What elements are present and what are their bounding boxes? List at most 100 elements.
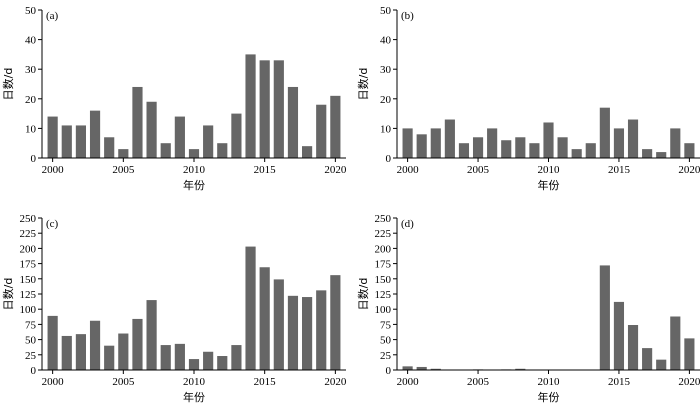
x-tick-label: 2010 [183, 164, 206, 176]
bar-2018 [656, 152, 667, 158]
x-tick-label: 2005 [467, 164, 490, 176]
bar-2005 [118, 333, 129, 370]
bar-2009 [529, 143, 540, 158]
bar-2017 [642, 348, 653, 370]
y-tick-label: 20 [380, 94, 392, 106]
bar-2015 [613, 301, 625, 370]
x-tick-label: 2000 [42, 376, 65, 388]
bar-2002 [430, 368, 441, 370]
bar-2008 [515, 137, 526, 158]
y-tick-label: 200 [375, 243, 392, 255]
y-tick-label: 40 [380, 35, 392, 47]
bar-2019 [316, 104, 327, 158]
bar-2003 [444, 119, 455, 158]
bar-2003 [89, 110, 101, 158]
y-axis-title: 日数/d [2, 68, 15, 101]
y-tick-label: 40 [25, 35, 37, 47]
x-tick-label: 2015 [608, 164, 631, 176]
x-tick-label: 2010 [538, 376, 561, 388]
bar-2018 [302, 146, 313, 158]
bar-2004 [458, 143, 470, 158]
y-tick-label: 10 [380, 123, 392, 135]
bar-2016 [627, 119, 639, 158]
y-tick-label: 25 [380, 350, 392, 362]
bar-2018 [302, 297, 313, 370]
x-tick-label: 2010 [183, 376, 206, 388]
bar-2006 [132, 86, 143, 158]
y-tick-label: 0 [31, 365, 37, 377]
bar-2015 [259, 60, 270, 158]
bar-2002 [75, 334, 86, 370]
bar-2001 [416, 134, 427, 158]
chart-panel-3: 0 25 50 75 100 125 150 175 200 225 250 2000 2005 2010… [2, 213, 347, 404]
y-tick-label: 50 [25, 5, 37, 17]
x-axis-title: 年份 [538, 390, 560, 404]
bar-2000 [402, 128, 413, 158]
bar-2009 [174, 343, 185, 370]
bar-2001 [416, 366, 427, 370]
y-tick-label: 250 [375, 213, 392, 225]
bar-2007 [146, 300, 157, 370]
bar-2014 [599, 107, 610, 158]
bar-2008 [160, 345, 171, 370]
bar-2000 [47, 315, 58, 370]
bar-2018 [656, 359, 667, 370]
bar-2006 [132, 318, 143, 370]
chart-panel-4: 0 25 50 75 100 125 150 175 200 225 250 2000 2005 2010… [357, 213, 700, 404]
y-tick-label: 0 [386, 153, 392, 165]
y-axis-title: 日数/d [357, 278, 370, 311]
bar-2011 [557, 137, 568, 158]
bar-2008 [160, 143, 171, 158]
bar-2004 [104, 137, 115, 158]
y-tick-label: 10 [25, 123, 37, 135]
x-tick-label: 2020 [324, 164, 347, 176]
x-tick-label: 2015 [254, 376, 277, 388]
bar-2010 [188, 359, 200, 370]
bar-2015 [613, 128, 625, 158]
bar-2010 [188, 149, 200, 158]
chart-panel-1: 0 10 20 30 40 50 2000 2005 2010 2015 2020 (a) 年份 日数/d [2, 5, 347, 192]
bar-2011 [203, 125, 214, 158]
bar-2012 [571, 149, 582, 158]
y-tick-label: 30 [380, 64, 392, 76]
x-tick-label: 2010 [538, 164, 561, 176]
x-tick-label: 2015 [254, 164, 277, 176]
panel-label: (d) [401, 218, 414, 230]
x-axis-title: 年份 [538, 178, 560, 192]
panel-label: (a) [46, 10, 59, 22]
bar-2019 [670, 316, 681, 370]
bar-2019 [670, 128, 681, 158]
x-axis-title: 年份 [183, 390, 205, 404]
y-tick-label: 175 [375, 259, 392, 271]
y-tick-label: 50 [380, 335, 392, 347]
bar-2009 [174, 116, 185, 158]
y-tick-label: 75 [380, 319, 392, 331]
bar-2002 [75, 125, 86, 158]
x-axis-title: 年份 [183, 178, 205, 192]
bar-2012 [217, 356, 228, 370]
x-tick-label: 2020 [678, 164, 700, 176]
bar-2014 [245, 54, 256, 158]
bar-2016 [273, 60, 284, 158]
bar-2001 [61, 335, 72, 370]
y-tick-label: 225 [20, 228, 37, 240]
bar-2020 [330, 275, 341, 370]
panel-label: (b) [401, 10, 414, 22]
bar-2017 [642, 149, 653, 158]
bar-2020 [684, 338, 695, 370]
bar-2020 [684, 143, 695, 158]
chart-panel-2: 0 10 20 30 40 50 2000 2005 2010 2015 2020 (b) 年份 日数/d [357, 5, 700, 192]
y-tick-label: 150 [375, 274, 392, 286]
bar-2014 [245, 246, 256, 370]
bar-2000 [47, 116, 58, 158]
bar-2012 [217, 143, 228, 158]
bar-2010 [543, 122, 554, 158]
x-tick-label: 2000 [397, 164, 420, 176]
y-tick-label: 200 [20, 243, 37, 255]
x-tick-label: 2000 [397, 376, 420, 388]
y-axis-title: 日数/d [2, 278, 15, 311]
bar-2013 [231, 113, 242, 158]
bar-2013 [585, 143, 596, 158]
bar-2017 [287, 86, 299, 158]
y-axis-title: 日数/d [357, 68, 370, 101]
